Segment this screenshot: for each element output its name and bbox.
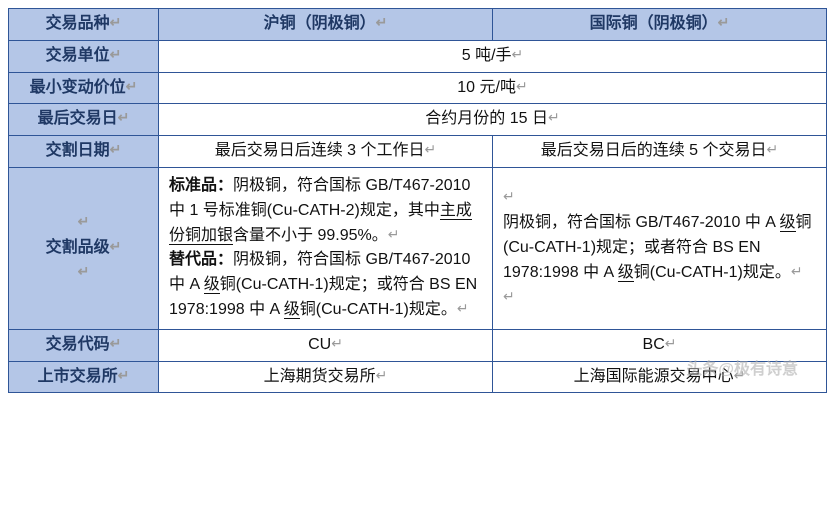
return-icon: ↵: [110, 12, 122, 34]
table-header-row: 交易品种↵ 沪铜（阴极铜）↵ 国际铜（阴极铜）↵: [9, 9, 827, 41]
cell-text: 最后交易日后连续 3 个工作日: [215, 142, 425, 159]
table-row: 最后交易日↵ 合约月份的 15 日↵: [9, 104, 827, 136]
row-label-unit: 交易单位↵: [9, 40, 159, 72]
cell-text: 上海期货交易所: [264, 368, 376, 385]
return-icon: ↵: [376, 365, 388, 387]
row-label-grade: ↵ 交割品级↵ ↵: [9, 167, 159, 329]
table-wrapper: 交易品种↵ 沪铜（阴极铜）↵ 国际铜（阴极铜）↵ 交易单位↵ 5 吨/手↵ 最小…: [8, 8, 826, 393]
header-col2: 国际铜（阴极铜）↵: [493, 9, 827, 41]
return-icon: ↵: [718, 12, 730, 34]
table-row: 最小变动价位↵ 10 元/吨↵: [9, 72, 827, 104]
header-col1-text: 沪铜（阴极铜）: [264, 15, 376, 32]
table-row: 交割日期↵ 最后交易日后连续 3 个工作日↵ 最后交易日后的连续 5 个交易日↵: [9, 136, 827, 168]
return-icon: ↵: [78, 211, 90, 233]
cell-tick: 10 元/吨↵: [159, 72, 827, 104]
return-icon: ↵: [110, 333, 122, 355]
cell-grade-col1: 标准品：阴极铜，符合国标 GB/T467-2010 中 1 号标准铜(Cu-CA…: [159, 167, 493, 329]
return-icon: ↵: [126, 76, 138, 98]
row-label-text: 交割品级: [46, 239, 110, 256]
cell-text: 5 吨/手: [462, 47, 512, 64]
row-label-text: 上市交易所: [38, 368, 118, 385]
row-label-delivdate: 交割日期↵: [9, 136, 159, 168]
contract-comparison-table: 交易品种↵ 沪铜（阴极铜）↵ 国际铜（阴极铜）↵ 交易单位↵ 5 吨/手↵ 最小…: [8, 8, 827, 393]
row-label-lastday: 最后交易日↵: [9, 104, 159, 136]
watermark: 头条@极有诗意: [686, 355, 798, 379]
row-label-code: 交易代码↵: [9, 329, 159, 361]
row-label-text: 交割日期: [46, 142, 110, 159]
return-icon: ↵: [376, 12, 388, 34]
header-col1: 沪铜（阴极铜）↵: [159, 9, 493, 41]
return-icon: ↵: [767, 139, 779, 161]
row-label-text: 交易单位: [46, 47, 110, 64]
return-icon: ↵: [516, 76, 528, 98]
cell-text: CU: [308, 336, 331, 353]
cell-lastday: 合约月份的 15 日↵: [159, 104, 827, 136]
cell-code-col1: CU↵: [159, 329, 493, 361]
cell-text: 10 元/吨: [457, 79, 516, 96]
header-label-text: 交易品种: [46, 15, 110, 32]
cell-delivdate-col1: 最后交易日后连续 3 个工作日↵: [159, 136, 493, 168]
cell-unit: 5 吨/手↵: [159, 40, 827, 72]
cell-delivdate-col2: 最后交易日后的连续 5 个交易日↵: [493, 136, 827, 168]
row-label-text: 交易代码: [46, 336, 110, 353]
return-icon: ↵: [665, 333, 677, 355]
return-icon: ↵: [118, 365, 130, 387]
cell-grade-col2: ↵阴极铜，符合国标 GB/T467-2010 中 A 级铜(Cu-CATH-1)…: [493, 167, 827, 329]
return-icon: ↵: [512, 44, 524, 66]
table-row: 交易单位↵ 5 吨/手↵: [9, 40, 827, 72]
return-icon: ↵: [548, 107, 560, 129]
return-icon: ↵: [110, 236, 122, 258]
return-icon: ↵: [110, 139, 122, 161]
cell-text: 最后交易日后的连续 5 个交易日: [541, 142, 767, 159]
row-label-text: 最后交易日: [38, 110, 118, 127]
table-row: ↵ 交割品级↵ ↵ 标准品：阴极铜，符合国标 GB/T467-2010 中 1 …: [9, 167, 827, 329]
return-icon: ↵: [110, 44, 122, 66]
return-icon: ↵: [78, 261, 90, 283]
row-label-exchange: 上市交易所↵: [9, 361, 159, 393]
cell-exchange-col1: 上海期货交易所↵: [159, 361, 493, 393]
header-col2-text: 国际铜（阴极铜）: [590, 15, 718, 32]
return-icon: ↵: [118, 107, 130, 129]
return-icon: ↵: [425, 139, 437, 161]
row-label-tick: 最小变动价位↵: [9, 72, 159, 104]
cell-text: BC: [643, 336, 665, 353]
row-label-text: 最小变动价位: [30, 79, 126, 96]
header-label: 交易品种↵: [9, 9, 159, 41]
cell-text: 合约月份的 15 日: [425, 110, 548, 127]
return-icon: ↵: [331, 333, 343, 355]
